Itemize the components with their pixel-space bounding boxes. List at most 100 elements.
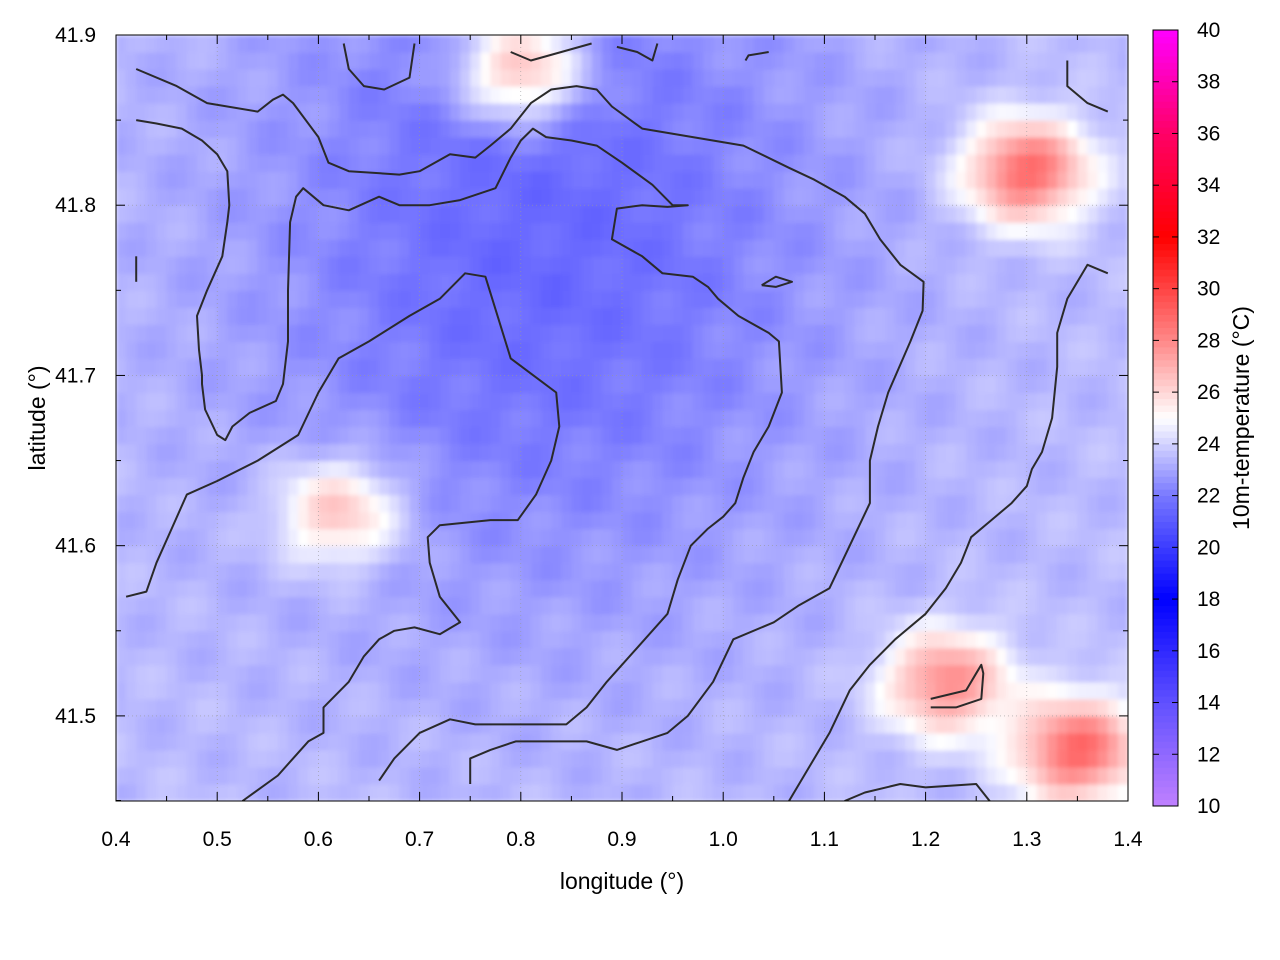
heatmap-cell bbox=[976, 35, 987, 53]
heatmap-cell bbox=[1087, 375, 1099, 394]
heatmap-cell bbox=[530, 188, 542, 206]
heatmap-cell bbox=[854, 52, 866, 70]
heatmap-cell bbox=[996, 256, 1008, 274]
heatmap-cell bbox=[814, 562, 825, 581]
heatmap-cell bbox=[166, 596, 178, 615]
heatmap-cell bbox=[530, 86, 542, 104]
heatmap-cell bbox=[581, 664, 593, 683]
heatmap-cell bbox=[804, 273, 815, 291]
heatmap-cell bbox=[500, 392, 512, 411]
heatmap-cell bbox=[753, 511, 765, 530]
heatmap-cell bbox=[1057, 749, 1068, 768]
heatmap-cell bbox=[288, 222, 299, 240]
heatmap-cell bbox=[277, 732, 289, 751]
heatmap-cell bbox=[814, 69, 825, 87]
colorbar-tick-label: 20 bbox=[1197, 536, 1220, 559]
heatmap-cell bbox=[875, 137, 886, 155]
colorbar-swatch bbox=[1153, 159, 1178, 167]
heatmap-cell bbox=[571, 579, 583, 598]
heatmap-cell bbox=[379, 239, 390, 257]
heatmap-cell bbox=[682, 222, 694, 240]
heatmap-cell bbox=[379, 358, 390, 377]
contour-line bbox=[342, 43, 416, 91]
heatmap-cell bbox=[308, 375, 319, 394]
heatmap-cell bbox=[905, 409, 917, 428]
heatmap-cell bbox=[1047, 562, 1058, 581]
heatmap-cell bbox=[126, 545, 137, 564]
heatmap-cell bbox=[976, 562, 987, 581]
heatmap-cell bbox=[804, 664, 815, 683]
heatmap-cell bbox=[915, 749, 927, 768]
heatmap-cell bbox=[156, 188, 168, 206]
heatmap-cell bbox=[844, 732, 856, 751]
heatmap-cell bbox=[966, 290, 977, 308]
heatmap-cell bbox=[966, 154, 977, 172]
heatmap-cell bbox=[237, 426, 249, 445]
heatmap-cell bbox=[176, 596, 188, 615]
heatmap-cell bbox=[1006, 52, 1018, 70]
heatmap-cell bbox=[672, 341, 684, 360]
heatmap-cell bbox=[1026, 154, 1038, 172]
heatmap-cell bbox=[338, 222, 350, 240]
heatmap-cell bbox=[217, 273, 228, 291]
heatmap-cell bbox=[976, 664, 987, 683]
heatmap-cell bbox=[389, 358, 400, 377]
heatmap-cell bbox=[611, 290, 623, 308]
heatmap-cell bbox=[389, 290, 400, 308]
heatmap-cell bbox=[702, 460, 714, 479]
heatmap-cell bbox=[945, 630, 957, 649]
heatmap-cell bbox=[399, 477, 411, 496]
heatmap-cell bbox=[945, 528, 957, 547]
heatmap-cell bbox=[905, 647, 917, 666]
heatmap-cell bbox=[723, 103, 734, 121]
heatmap-cell bbox=[692, 307, 704, 325]
heatmap-cell bbox=[844, 52, 856, 70]
heatmap-cell bbox=[308, 171, 319, 189]
heatmap-cell bbox=[591, 205, 603, 223]
heatmap-cell bbox=[561, 477, 572, 496]
heatmap-cell bbox=[996, 273, 1008, 291]
heatmap-cell bbox=[804, 205, 815, 223]
heatmap-cell bbox=[358, 290, 370, 308]
heatmap-cell bbox=[318, 137, 330, 155]
heatmap-cell bbox=[925, 460, 937, 479]
heatmap-cell bbox=[601, 154, 613, 172]
heatmap-cell bbox=[116, 273, 127, 291]
heatmap-cell bbox=[126, 120, 137, 138]
heatmap-cell bbox=[662, 477, 674, 496]
heatmap-cell bbox=[348, 358, 360, 377]
heatmap-cell bbox=[1117, 596, 1128, 615]
heatmap-cell bbox=[186, 324, 198, 342]
heatmap-cell bbox=[1006, 35, 1018, 53]
heatmap-cell bbox=[156, 35, 168, 53]
heatmap-cell bbox=[1067, 375, 1078, 394]
heatmap-cell bbox=[561, 358, 572, 377]
heatmap-cell bbox=[207, 630, 218, 649]
heatmap-cell bbox=[925, 562, 937, 581]
heatmap-cell bbox=[551, 273, 562, 291]
heatmap-cell bbox=[986, 290, 998, 308]
heatmap-cell bbox=[298, 596, 309, 615]
heatmap-cell bbox=[1117, 35, 1128, 53]
heatmap-cell bbox=[581, 256, 593, 274]
heatmap-cell bbox=[1006, 698, 1018, 717]
heatmap-cell bbox=[783, 239, 795, 257]
heatmap-cell bbox=[632, 256, 643, 274]
heatmap-cell bbox=[925, 783, 937, 801]
heatmap-cell bbox=[126, 613, 137, 632]
heatmap-cell bbox=[439, 137, 451, 155]
heatmap-cell bbox=[692, 596, 704, 615]
heatmap-cell bbox=[338, 137, 350, 155]
heatmap-cell bbox=[166, 290, 178, 308]
heatmap-cell bbox=[510, 613, 522, 632]
heatmap-cell bbox=[925, 290, 937, 308]
heatmap-cell bbox=[348, 732, 360, 751]
heatmap-cell bbox=[257, 290, 269, 308]
heatmap-cell bbox=[338, 732, 350, 751]
heatmap-cell bbox=[460, 511, 471, 530]
heatmap-cell bbox=[146, 69, 158, 87]
heatmap-cell bbox=[207, 392, 218, 411]
heatmap-cell bbox=[358, 426, 370, 445]
heatmap-cell bbox=[581, 52, 593, 70]
heatmap-cell bbox=[419, 409, 431, 428]
